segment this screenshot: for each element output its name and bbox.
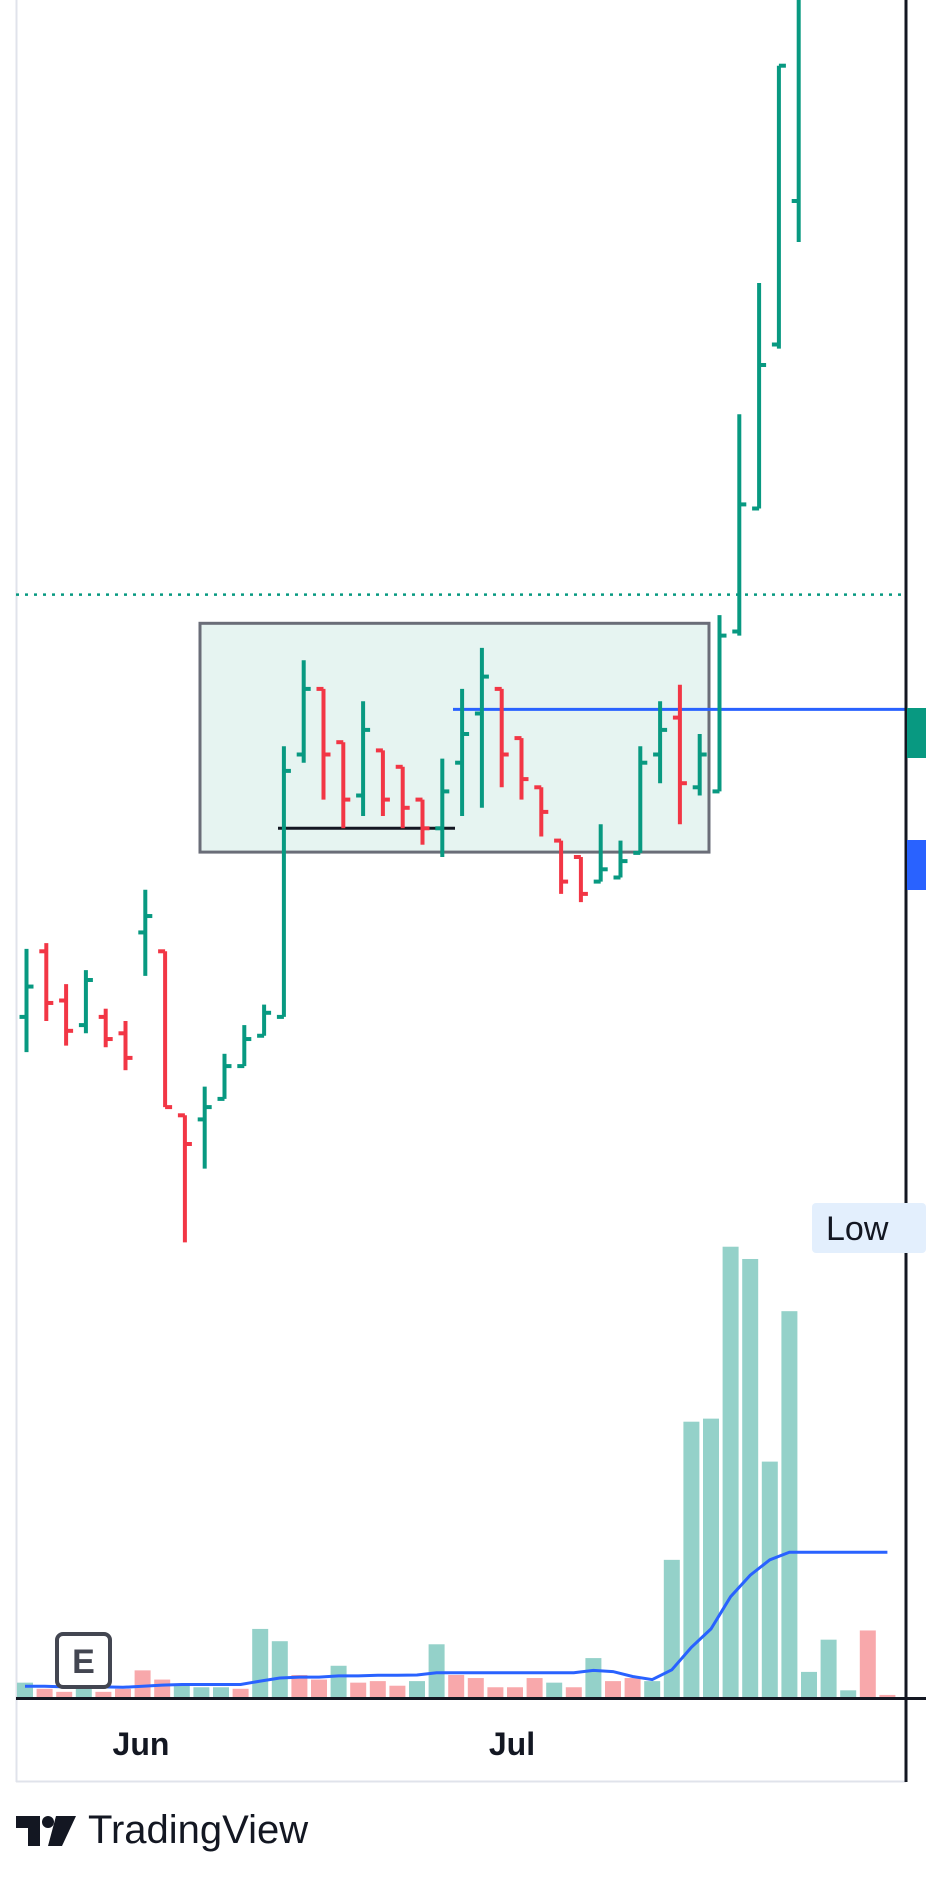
ohlc-bar (138, 889, 153, 976)
ohlc-bar (177, 1113, 192, 1243)
volume-bar (232, 1688, 249, 1698)
volume-bar (134, 1670, 151, 1698)
x-tick-label-jul: Jul (489, 1726, 535, 1762)
ohlc-bar (771, 63, 786, 349)
volume-bar (801, 1671, 817, 1698)
ohlc-bar (19, 948, 34, 1053)
volume-bar (271, 1641, 288, 1698)
ohlc-bar (316, 686, 331, 800)
low-label: Low (826, 1210, 889, 1248)
earnings-marker-box[interactable] (55, 1632, 112, 1689)
ohlc-bar (435, 758, 450, 857)
volume-bar (409, 1681, 425, 1698)
volume-bar (644, 1681, 661, 1698)
ohlc-bar (217, 1053, 232, 1101)
volume-bar (507, 1687, 523, 1698)
ohlc-bar (98, 1008, 113, 1048)
ohlc-bar (336, 740, 351, 829)
ohlc-bar (554, 838, 569, 894)
ohlc-bar (415, 797, 430, 845)
ohlc-bar (633, 746, 648, 855)
ohlc-bar (257, 1004, 272, 1038)
ohlc-bar (237, 1025, 252, 1069)
volume-bar (252, 1628, 269, 1698)
ohlc-bar (692, 734, 707, 796)
volume-bar (56, 1691, 73, 1698)
ohlc-bar (573, 855, 588, 903)
volume-bar (820, 1639, 837, 1698)
volume-bar (683, 1421, 700, 1698)
volume-bar (350, 1682, 367, 1698)
volume-bar (546, 1682, 563, 1698)
ohlc-bar (653, 701, 668, 784)
ohlc-bar (712, 615, 727, 794)
ohlc-bar (395, 764, 410, 829)
tradingview-brand-name: TradingView (88, 1808, 309, 1852)
consolidation-box (198, 621, 711, 854)
earnings-marker-label: E (72, 1643, 95, 1681)
low-label-box (812, 1203, 926, 1253)
volume-bar (624, 1678, 641, 1698)
ohlc-bar (59, 984, 74, 1046)
volume-bar (36, 1688, 53, 1698)
ohlc-bar (39, 943, 54, 1021)
volume-bar (565, 1687, 582, 1698)
ohlc-bar (158, 949, 173, 1110)
ohlc-bar (593, 824, 608, 884)
volume-bar (742, 1258, 759, 1698)
ohlc-bar (118, 1021, 133, 1071)
volume-bar (722, 1246, 739, 1698)
ohlc-bar (494, 686, 509, 788)
ohlc-bar (613, 840, 628, 880)
volume-bar (859, 1630, 876, 1698)
volume-bar (448, 1674, 465, 1698)
volume-bar (330, 1665, 347, 1698)
volume-bar (193, 1687, 210, 1698)
volume-bar (761, 1461, 778, 1698)
volume-bar (585, 1658, 602, 1698)
volume-bar (213, 1687, 229, 1698)
volume-bar (369, 1681, 386, 1698)
volume-bar (428, 1644, 445, 1698)
volume-bar (663, 1559, 680, 1698)
ohlc-bar (791, 0, 801, 242)
level-price-marker (907, 840, 926, 890)
ohlc-bar (732, 414, 747, 636)
tradingview-brand[interactable]: TradingView (16, 1808, 308, 1853)
volume-bar (879, 1694, 896, 1698)
volume-bar (291, 1674, 308, 1698)
volume-bar (467, 1678, 484, 1698)
volume-bar (781, 1311, 798, 1698)
volume-bar (311, 1679, 327, 1698)
volume-bar (389, 1685, 406, 1698)
ohlc-bar (672, 684, 687, 825)
volume-bar (115, 1688, 131, 1698)
volume-bar (154, 1679, 171, 1698)
x-tick-label-jun: Jun (113, 1726, 170, 1762)
volume-bar (526, 1678, 543, 1698)
volume-bar (605, 1681, 621, 1698)
ohlc-bar (276, 746, 291, 1019)
ohlc-bar (534, 785, 549, 837)
volume-bar (487, 1687, 504, 1698)
volume-bar (75, 1688, 92, 1698)
volume-bar (703, 1418, 719, 1698)
ohlc-bar (197, 1086, 212, 1169)
ohlc-bar (296, 660, 311, 763)
last-price-marker (907, 708, 926, 758)
ohlc-bar (514, 736, 529, 800)
price-chart[interactable]: Low E Jun Jul (0, 0, 926, 1800)
ohlc-bar (356, 701, 371, 816)
ohlc-bar (474, 647, 489, 808)
volume-ma-line (25, 1550, 888, 1689)
volume-bar (95, 1691, 112, 1698)
ohlc-bar (375, 748, 390, 816)
volume-bar (173, 1685, 190, 1698)
volume-bar (840, 1690, 857, 1698)
tradingview-logo-icon (16, 1815, 76, 1846)
ohlc-bar (752, 283, 767, 511)
ohlc-bar (78, 970, 93, 1034)
ohlc-bar (455, 688, 470, 816)
